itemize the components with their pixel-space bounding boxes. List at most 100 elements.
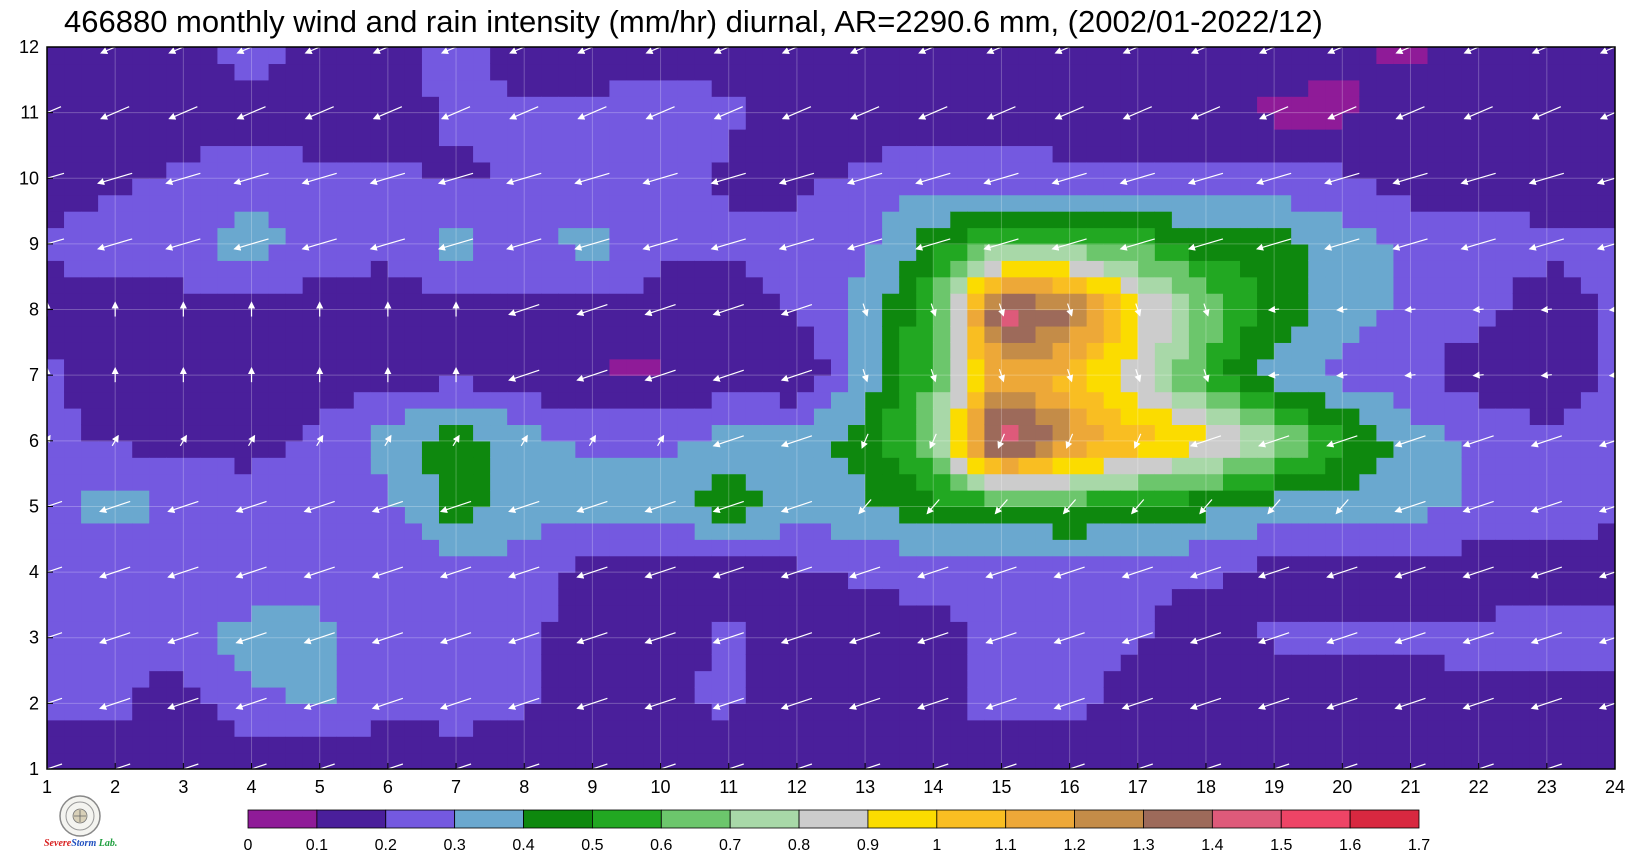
heat-cell <box>473 129 491 147</box>
wind-arrow <box>1267 371 1280 379</box>
heat-cell <box>1257 194 1275 212</box>
heat-cell <box>694 621 713 639</box>
heat-cell <box>1529 358 1548 376</box>
heat-cell <box>217 112 236 130</box>
heat-cell <box>336 703 355 721</box>
heat-cell <box>1546 96 1565 114</box>
heat-cell <box>643 621 662 639</box>
heat-cell <box>626 522 645 540</box>
heat-cell <box>643 604 662 622</box>
heat-cell <box>1359 260 1377 278</box>
heat-cell <box>1597 211 1615 229</box>
heat-cell <box>1580 243 1599 261</box>
heat-cell <box>64 752 82 769</box>
heat-cell <box>47 703 65 721</box>
heat-cell <box>490 572 508 590</box>
heat-cell <box>1359 79 1377 97</box>
heat-cell <box>149 604 167 622</box>
heat-cell <box>200 178 219 196</box>
heat-cell <box>1342 145 1360 163</box>
heat-cell <box>1291 670 1309 688</box>
heat-cell <box>899 588 917 606</box>
wind-arrow <box>439 697 472 710</box>
heat-cell <box>626 358 645 376</box>
heat-cell <box>166 654 184 672</box>
heat-cell <box>1478 129 1497 147</box>
heat-cell <box>1035 670 1054 688</box>
heat-cell <box>711 490 730 508</box>
heat-cell <box>1001 47 1020 65</box>
heat-cell <box>81 309 99 327</box>
heat-cell <box>1342 440 1360 458</box>
heat-cell <box>1478 473 1497 491</box>
heat-cell <box>183 654 201 672</box>
heat-cell <box>984 293 1003 311</box>
heat-cell <box>762 522 781 540</box>
heat-cell <box>336 145 355 163</box>
heat-cell <box>745 129 764 147</box>
heat-cell <box>115 96 133 114</box>
heat-cell <box>1035 539 1054 557</box>
heat-cell <box>1427 211 1446 229</box>
heat-cell <box>575 490 593 508</box>
heat-cell <box>1103 670 1122 688</box>
heat-cell <box>558 686 576 704</box>
heat-cell <box>353 276 372 294</box>
heat-cell <box>1069 736 1088 754</box>
heat-cell <box>149 358 167 376</box>
heat-cell <box>268 276 287 294</box>
heat-cell <box>1478 654 1497 672</box>
heat-cell <box>234 654 253 672</box>
heat-cell <box>865 161 883 179</box>
heat-cell <box>779 686 798 704</box>
heat-cell <box>1359 736 1377 754</box>
heat-cell <box>848 752 866 769</box>
heat-cell <box>933 358 951 376</box>
heat-cell <box>166 309 184 327</box>
wind-arrow <box>576 697 608 710</box>
colorbar-label: 0.7 <box>719 837 741 854</box>
heat-cell <box>558 63 576 81</box>
heat-cell <box>1291 178 1309 196</box>
heat-cell <box>728 621 747 639</box>
heat-cell <box>473 276 491 294</box>
heat-cell <box>950 457 968 475</box>
heat-cell <box>217 408 236 426</box>
heat-cell <box>1512 79 1531 97</box>
heat-cell <box>200 539 219 557</box>
heat-cell <box>64 522 82 540</box>
heat-cell <box>1035 161 1054 179</box>
heat-cell <box>745 473 764 491</box>
heat-cell <box>899 79 917 97</box>
wind-arrow <box>1395 106 1425 120</box>
heat-cell <box>1478 293 1497 311</box>
heat-cell <box>183 703 201 721</box>
heat-cell <box>1410 752 1429 769</box>
heat-cell <box>1495 637 1514 655</box>
wind-arrow <box>861 433 869 449</box>
heat-cell <box>1427 47 1446 65</box>
heat-cell <box>1240 555 1258 573</box>
wind-arrow <box>235 763 267 769</box>
heat-cell <box>762 408 781 426</box>
heat-cell <box>456 63 474 81</box>
heat-cell <box>404 424 423 442</box>
colorbar-label: 0.8 <box>788 837 810 854</box>
heat-cell <box>1223 47 1241 65</box>
heat-cell <box>711 211 730 229</box>
heat-cell <box>268 293 287 311</box>
x-tick-label: 6 <box>383 777 393 797</box>
heat-cell <box>1478 588 1497 606</box>
heat-cell <box>1137 686 1156 704</box>
heat-cell <box>1376 325 1395 343</box>
heat-cell <box>1580 654 1599 672</box>
heat-cell <box>524 555 542 573</box>
heat-cell <box>1444 457 1463 475</box>
heat-cell <box>1478 539 1497 557</box>
heat-cell <box>1342 490 1360 508</box>
heat-cell <box>200 440 219 458</box>
heat-cell <box>933 112 951 130</box>
heat-cell <box>1546 654 1565 672</box>
heat-cell <box>1035 79 1054 97</box>
heat-cell <box>1274 178 1292 196</box>
